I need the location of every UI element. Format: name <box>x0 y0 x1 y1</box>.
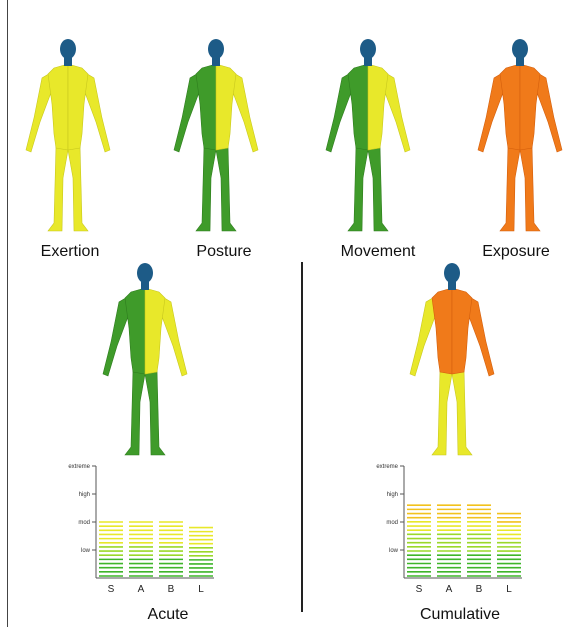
left-leg <box>47 145 69 232</box>
right-leg <box>367 145 389 232</box>
y-tick-label: extreme <box>376 464 398 470</box>
left-arm <box>102 295 130 377</box>
right-arm <box>535 71 563 153</box>
bar <box>497 512 521 577</box>
left-leg <box>195 145 217 232</box>
body-map-cumulative <box>402 262 502 467</box>
bar <box>467 504 491 577</box>
right-arm <box>231 71 259 153</box>
y-tick-label: mod <box>78 520 90 526</box>
right-leg <box>519 145 541 232</box>
label-movement: Movement <box>340 243 416 260</box>
left-leg <box>347 145 369 232</box>
human-figure-icon <box>409 263 495 456</box>
right-torso <box>144 287 166 375</box>
human-figure-icon <box>325 39 411 232</box>
x-tick-label: A <box>446 584 453 595</box>
human-figure-icon <box>173 39 259 232</box>
y-tick-label: mod <box>386 520 398 526</box>
right-torso <box>367 63 389 151</box>
y-tick-label: high <box>387 492 398 498</box>
label-exertion: Exertion <box>40 243 100 260</box>
left-arm <box>25 71 53 153</box>
right-arm <box>383 71 411 153</box>
body-map-acute <box>95 262 195 467</box>
left-torso <box>124 287 146 375</box>
head <box>137 263 153 283</box>
x-tick-label: L <box>506 584 512 595</box>
label-acute: Acute <box>147 606 189 623</box>
right-arm <box>83 71 111 153</box>
head <box>60 39 76 59</box>
head <box>512 39 528 59</box>
label-posture: Posture <box>196 243 252 260</box>
cumulative-risk-chart: low mod high extreme S A B L <box>376 464 522 595</box>
label-exposure: Exposure <box>482 243 550 260</box>
left-leg <box>124 369 146 456</box>
x-tick-label: S <box>108 584 115 595</box>
bar <box>189 526 213 577</box>
bar <box>99 521 123 577</box>
neck <box>141 280 149 290</box>
right-torso <box>215 63 237 151</box>
head <box>208 39 224 59</box>
neck <box>516 56 524 66</box>
x-tick-label: B <box>476 584 483 595</box>
left-arm <box>325 71 353 153</box>
right-arm <box>467 295 495 377</box>
left-arm <box>477 71 505 153</box>
left-torso <box>47 63 69 151</box>
y-tick-label: high <box>79 492 90 498</box>
left-torso <box>195 63 217 151</box>
body-map-exposure <box>470 38 570 243</box>
x-tick-label: S <box>416 584 423 595</box>
bar <box>437 504 461 577</box>
left-torso <box>347 63 369 151</box>
bar <box>159 521 183 577</box>
right-leg <box>144 369 166 456</box>
right-leg <box>451 369 473 456</box>
left-leg <box>499 145 521 232</box>
neck <box>448 280 456 290</box>
human-figure-icon <box>25 39 111 232</box>
x-tick-label: A <box>138 584 145 595</box>
right-torso <box>519 63 541 151</box>
bar <box>129 521 153 577</box>
head <box>444 263 460 283</box>
human-figure-icon <box>477 39 563 232</box>
center-divider <box>301 262 303 612</box>
x-tick-label: L <box>198 584 204 595</box>
right-torso <box>67 63 89 151</box>
neck <box>212 56 220 66</box>
neck <box>64 56 72 66</box>
body-map-movement <box>318 38 418 243</box>
body-map-posture <box>166 38 266 243</box>
neck <box>364 56 372 66</box>
body-map-exertion <box>18 38 118 243</box>
left-arm <box>409 295 437 377</box>
left-leg <box>431 369 453 456</box>
left-arm <box>173 71 201 153</box>
y-tick-label: low <box>81 548 91 554</box>
x-tick-label: B <box>168 584 175 595</box>
right-arm <box>160 295 188 377</box>
human-figure-icon <box>102 263 188 456</box>
label-cumulative: Cumulative <box>419 606 501 623</box>
right-leg <box>215 145 237 232</box>
left-torso <box>499 63 521 151</box>
head <box>360 39 376 59</box>
bar <box>407 504 431 577</box>
left-torso <box>431 287 453 375</box>
y-tick-label: low <box>389 548 399 554</box>
y-tick-label: extreme <box>68 464 90 470</box>
acute-risk-chart: low mod high extreme S A B L <box>68 464 214 595</box>
left-divider <box>7 0 8 627</box>
right-leg <box>67 145 89 232</box>
right-torso <box>451 287 473 375</box>
